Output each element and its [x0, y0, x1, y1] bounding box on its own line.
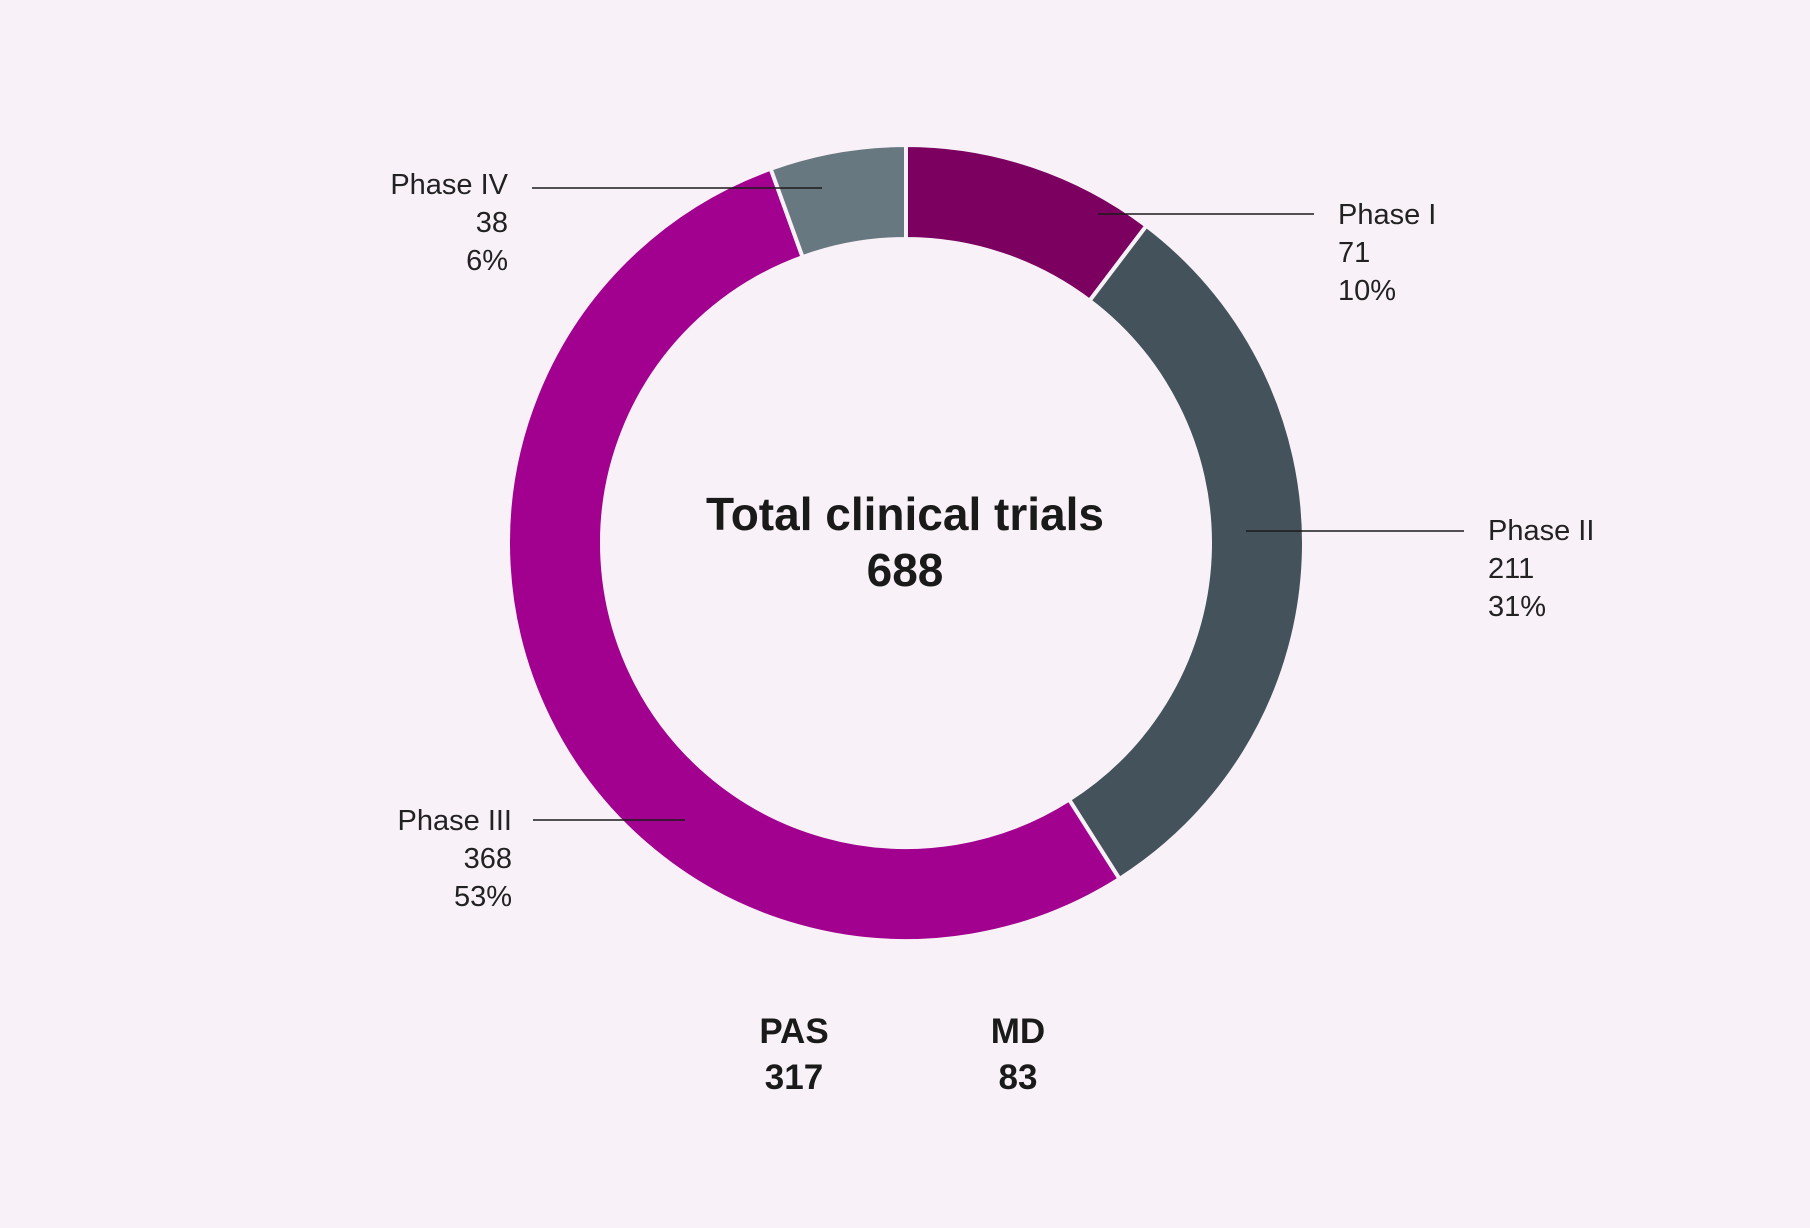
stat-value-pas: 317	[765, 1058, 823, 1097]
donut-slices	[506, 142, 1306, 943]
slice-label: Phase IV	[390, 169, 508, 201]
center-total: 688	[867, 544, 944, 596]
slice-value: 368	[464, 843, 512, 875]
stat-label-md: MD	[991, 1012, 1045, 1051]
slice-label: Phase I	[1338, 199, 1436, 231]
slice-phase-ii	[1066, 222, 1306, 882]
slice-labels: Phase I 71 10% Phase II 211 31% Phase III 368 53…	[390, 169, 1594, 913]
slice-value: 71	[1338, 237, 1370, 269]
center-title: Total clinical trials	[706, 488, 1104, 540]
slice-value: 38	[476, 207, 508, 239]
slice-label: Phase III	[398, 805, 512, 837]
stat-value-md: 83	[999, 1058, 1038, 1097]
slice-percent: 31%	[1488, 591, 1546, 623]
slice-value: 211	[1488, 553, 1534, 585]
slice-percent: 6%	[466, 245, 508, 277]
slice-label: Phase II	[1488, 515, 1594, 547]
slice-phase-iii	[506, 166, 1123, 943]
slice-phase-iv	[768, 142, 908, 260]
slice-percent: 10%	[1338, 275, 1396, 307]
leader-lines	[532, 187, 1464, 821]
stat-label-pas: PAS	[759, 1012, 828, 1051]
slice-percent: 53%	[454, 881, 512, 913]
